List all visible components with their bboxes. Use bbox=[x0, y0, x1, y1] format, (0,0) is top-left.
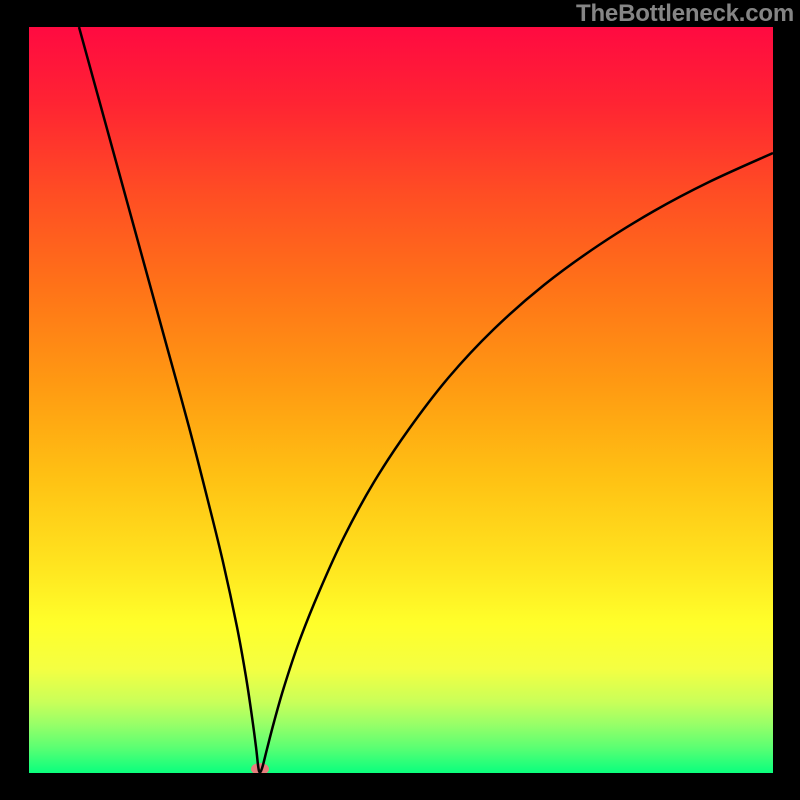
gradient-background bbox=[29, 27, 773, 773]
plot-area bbox=[29, 27, 773, 773]
watermark-text: TheBottleneck.com bbox=[576, 0, 794, 28]
plot-svg bbox=[29, 27, 773, 773]
stage: TheBottleneck.com bbox=[0, 0, 800, 800]
